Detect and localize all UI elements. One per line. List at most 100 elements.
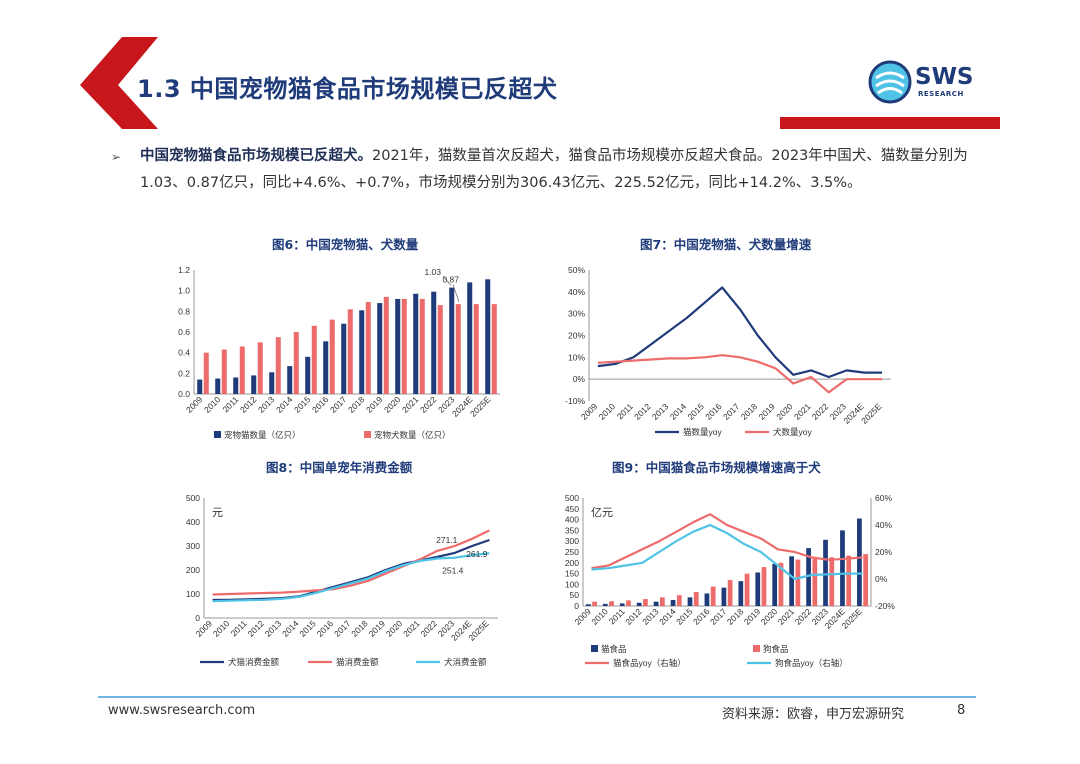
footer-url[interactable]: www.swsresearch.com [108,703,256,718]
x-tick-label: 2014 [668,401,689,422]
legend-label: 狗食品 [763,644,789,654]
legend-label: 狗食品yoy（右轴） [775,658,848,668]
x-tick-label: 2022 [418,394,439,415]
bar [857,518,862,606]
y-tick-label: 400 [565,515,579,525]
x-tick-label: 2012 [623,606,644,627]
bar [449,287,455,394]
legend-label: 宠物猫数量（亿只） [224,430,301,440]
y2-tick-label: 20% [875,547,892,557]
x-tick-label: 2021 [400,394,421,415]
bar [377,303,383,394]
bar [670,599,676,606]
x-tick-label: 2020 [759,606,780,627]
x-tick-label: 2013 [640,606,661,627]
x-tick-label: 2019 [756,401,777,422]
y-tick-label: 0 [574,601,579,611]
legend-label: 猫数量yoy [683,427,722,437]
bar [755,572,761,606]
bar [710,586,716,606]
legend-label: 猫消费金额 [336,657,379,667]
x-tick-label: 2020 [382,394,403,415]
x-tick-label: 2018 [349,618,370,639]
x-tick-label: 2011 [220,394,240,414]
bar [840,530,845,606]
y-tick-label: 1.2 [178,265,190,275]
data-label: 261.9 [466,549,488,559]
bar [383,296,389,394]
bar [365,302,371,394]
y-tick-label: 0.8 [178,306,190,316]
bar [812,558,818,606]
bar [203,352,209,394]
bar [311,325,317,394]
series-line [597,354,883,394]
annotation-leader [442,275,452,286]
x-tick-label: 2015 [674,606,695,627]
x-tick-label: 2025E [468,394,493,419]
bar [347,309,353,394]
legend-swatch [591,645,598,652]
y-tick-label: 200 [186,565,200,575]
x-tick-label: 2013 [650,401,671,422]
bar [257,342,263,394]
logo-text: SWS [915,64,974,90]
bar [602,603,608,606]
x-tick-label: 2017 [721,401,742,422]
bar [863,554,869,606]
unit-label: 亿元 [591,506,613,519]
body-text: 2021年，猫数量首次反超犬，猫食品市场规模亦反超犬食品。2023年中国犬、猫数… [140,148,968,191]
y-tick-label: 300 [186,541,200,551]
x-tick-label: 2012 [245,618,266,639]
y-tick-label: 0.2 [178,368,190,378]
bar [592,601,597,606]
bar [275,337,281,394]
x-tick-label: 2016 [315,618,336,639]
y-tick-label: 200 [565,558,579,568]
bar [823,539,828,606]
bar [806,548,811,606]
x-tick-label: 2025E [466,618,491,643]
bar [659,597,665,606]
x-tick-label: 2022 [793,606,814,627]
x-tick-label: 2021 [792,401,813,422]
y-tick-label: 30% [568,309,585,319]
series-line [591,513,863,570]
sws-logo [868,60,912,104]
y-tick-label: 20% [568,331,585,341]
bar [676,595,682,606]
bar [359,310,365,394]
x-tick-label: 2015 [685,401,706,422]
bar [485,279,491,394]
y-tick-label: 1.0 [178,286,190,296]
bar [251,375,257,394]
x-tick-label: 2018 [346,394,367,415]
bar [643,599,648,606]
x-tick-label: 2017 [332,618,353,639]
x-tick-label: 2017 [328,394,349,415]
series-line [597,286,883,379]
bar [413,293,419,394]
bar [395,298,401,394]
y-tick-label: 40% [568,287,585,297]
x-tick-label: 2013 [256,394,277,415]
body-lead: 中国宠物猫食品市场规模已反超犬。 [140,148,372,164]
x-tick-label: 2012 [632,401,653,422]
bar [197,379,203,394]
x-tick-label: 2022 [810,401,831,422]
x-tick-label: 2010 [597,401,618,422]
bar [626,600,631,606]
unit-label: 元 [212,507,223,519]
y-tick-label: 10% [568,352,585,362]
fig8-title: 图8：中国单宠年消费金额 [266,460,413,475]
y-tick-label: 50 [570,590,580,600]
bar [744,573,750,606]
legend-label: 猫食品yoy（右轴） [613,658,686,668]
page-number: 8 [957,703,966,718]
bar [789,556,795,606]
bar [721,587,727,606]
y-tick-label: 500 [565,493,579,503]
legend-swatch [214,431,221,438]
data-label: 1.03 [424,267,441,277]
